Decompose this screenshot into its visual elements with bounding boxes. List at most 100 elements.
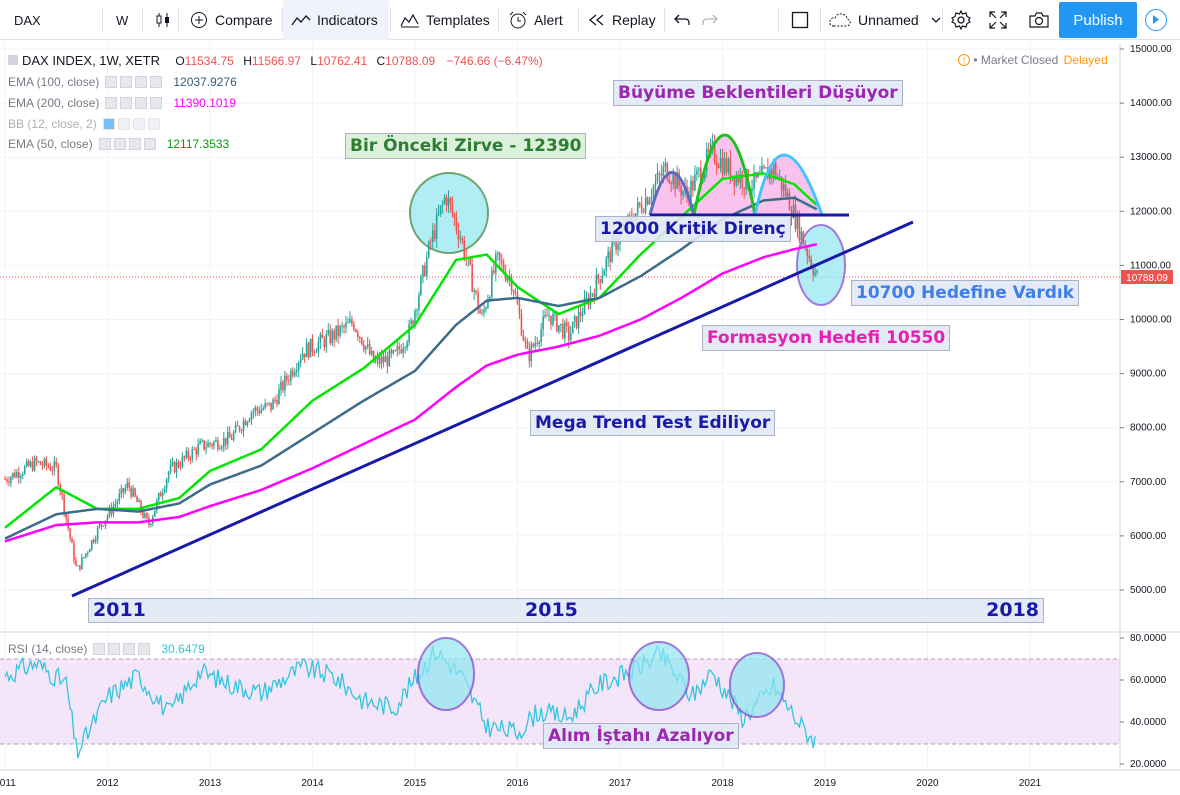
last-price-tag [1121,270,1173,284]
indicator-label: EMA (50, close) [8,137,93,151]
candle-body [201,440,203,442]
candle-body [321,334,324,339]
candle-body [126,482,129,488]
settings-button[interactable] [951,0,971,40]
candle-body [23,466,26,474]
interval-button[interactable]: W [116,0,128,40]
candle-body [810,258,813,268]
collapse-icon[interactable] [8,55,18,65]
candle-body [532,344,535,347]
indicator-controls[interactable] [102,118,163,130]
candle-body [668,179,671,183]
candle-body [650,196,653,200]
indicator-ema50[interactable]: EMA (50, close) 12117.3533 [8,137,229,151]
rsi-circle-2015 [417,637,475,711]
candle-body [71,537,73,544]
candle-body [445,197,448,206]
candle-body [77,565,79,567]
indicator-label: RSI (14, close) [8,642,88,656]
candle-body [276,399,278,405]
indicator-controls[interactable] [105,97,165,109]
candle-body [770,169,773,176]
redo-icon [702,14,718,25]
annotation-mega-trend[interactable]: Mega Trend Test Ediliyor [530,410,776,436]
candle-body [786,192,789,197]
indicator-controls[interactable] [98,138,159,150]
candle-body [565,322,568,327]
candle-body [489,296,491,300]
candle-body [424,265,426,277]
candle-body [550,315,552,326]
indicator-controls[interactable] [105,76,165,88]
candle-body [694,174,696,191]
replay-button[interactable]: Replay [588,0,656,40]
candle-body [236,425,239,427]
annotation-pattern-target[interactable]: Formasyon Hedefi 10550 [702,325,951,351]
candle-body [765,167,767,169]
candle-body [725,158,728,173]
annotation-target-reached[interactable]: 10700 Hedefine Vardık [851,280,1080,306]
candle-body [611,239,613,263]
redo-button[interactable] [702,0,718,40]
candle-body [796,214,799,230]
layout-menu[interactable]: Unnamed [828,0,941,40]
candle-body [753,172,755,189]
alert-button[interactable]: Alert [508,0,563,40]
symbol-search[interactable]: DAX [14,0,41,40]
chart-type-button[interactable] [154,0,172,40]
price-tick-label: 14000.00 [1130,98,1172,109]
candle-body [382,356,385,363]
indicator-ema200[interactable]: EMA (200, close) 11390.1019 [8,96,236,110]
candle-body [412,320,414,325]
publish-button[interactable]: Publish [1059,2,1137,38]
candle-body [390,350,393,354]
gear-icon [951,10,971,30]
candle-body [213,441,215,447]
annotation-appetite[interactable]: Alım İştahı Azalıyor [543,723,739,749]
compare-button[interactable]: Compare [190,0,273,40]
templates-button[interactable]: Templates [400,0,490,40]
candle-body [41,464,44,466]
indicator-controls[interactable] [93,643,153,655]
candle-body [443,197,446,204]
candle-body [86,552,89,554]
candle-body [491,270,493,297]
undo-icon [674,14,690,25]
candle-body [429,241,432,243]
candle-body [676,172,678,189]
candle-body [648,199,651,205]
play-button[interactable] [1145,9,1167,31]
candle-body [29,461,32,466]
candle-body [351,319,353,324]
annotation-previous-peak[interactable]: Bir Önceki Zirve - 12390 [345,133,587,159]
rsi-tick-label: 80.0000 [1130,633,1167,644]
indicator-bb[interactable]: BB (12, close, 2) [8,117,171,131]
indicator-rsi[interactable]: RSI (14, close) 30.6479 [8,642,205,656]
fullscreen-button[interactable] [989,0,1007,40]
undo-button[interactable] [674,0,690,40]
candle-body [256,407,259,411]
candle-body [772,163,775,176]
annotation-growth[interactable]: Büyüme Beklentileri Düşüyor [613,80,903,106]
candle-body [254,407,257,412]
candle-body [700,168,702,183]
candle-body [238,426,241,431]
select-checkbox[interactable] [791,0,809,40]
candle-body [102,525,105,527]
high-value: 11566.97 [251,54,302,68]
candle-body [138,500,140,503]
year-banner[interactable]: 2011 2015 2018 [88,598,1044,623]
annotation-resistance[interactable]: 12000 Kritik Direnç [595,216,791,242]
indicators-button[interactable]: Indicators [283,0,389,40]
indicator-ema100[interactable]: EMA (100, close) 12037.9276 [8,75,237,89]
candle-body [449,198,452,205]
price-axis: 15000.00 14000.00 13000.00 12000.00 11000.00… [1120,44,1172,596]
candle-body [297,362,300,371]
divider [942,8,943,32]
ema200-line [4,243,818,543]
time-tick-label: 2012 [96,778,119,789]
candle-body [73,543,75,561]
templates-icon [400,13,419,28]
screenshot-button[interactable] [1028,0,1050,40]
info-icon[interactable]: ! [958,54,970,66]
